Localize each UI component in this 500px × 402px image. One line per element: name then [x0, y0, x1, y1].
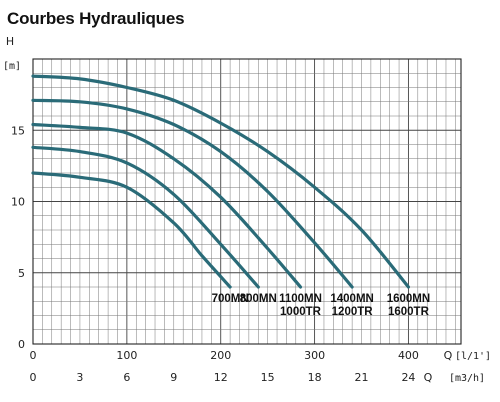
- y-tick-label: 5: [18, 267, 25, 280]
- x-tick-label: 0: [30, 349, 37, 362]
- x2-tick-label: 18: [308, 371, 322, 384]
- curve-series-3: [31, 98, 354, 289]
- x2-tick-label: 0: [30, 371, 37, 384]
- chart-title: Courbes Hydrauliques: [7, 9, 185, 28]
- x2-tick-label: 3: [76, 371, 83, 384]
- x2-axis-label: Q: [424, 371, 433, 384]
- y-tick-label: 10: [11, 196, 25, 209]
- curve-label-2: 1000TR: [280, 306, 322, 318]
- x-tick-label: 100: [116, 349, 137, 362]
- x2-axis-unit: [m3/h]: [449, 373, 485, 384]
- plot-frame: [32, 58, 462, 345]
- curve-label-4: 1600TR: [388, 306, 430, 318]
- y-tick-label: 15: [11, 124, 25, 137]
- y-axis-unit: [m]: [3, 61, 21, 72]
- grid: [33, 59, 461, 344]
- x2-tick-label: 12: [214, 371, 228, 384]
- x-tick-label: 400: [398, 349, 419, 362]
- curve-label-1: 800MN: [240, 293, 277, 305]
- curve-label-3: 1400MN: [330, 293, 373, 305]
- curve-label-3: 1200TR: [332, 306, 374, 318]
- x-axis-unit: [l/1']: [455, 351, 491, 362]
- curve-series-4: [31, 74, 410, 289]
- x2-tick-label: 15: [261, 371, 275, 384]
- y-tick-label: 0: [18, 338, 25, 351]
- x-axis-label: Q: [444, 349, 453, 362]
- curve-label-2: 1100MN: [279, 293, 322, 305]
- x2-tick-label: 24: [401, 371, 415, 384]
- curve-label-0: 700MN: [212, 293, 249, 305]
- curve-series-0: [31, 171, 232, 289]
- x2-tick-label: 6: [123, 371, 130, 384]
- curves: [31, 74, 410, 289]
- plot-border: [32, 58, 462, 345]
- x-tick-label: 200: [210, 349, 231, 362]
- curve-series-2: [31, 122, 303, 289]
- x2-tick-label: 9: [170, 371, 177, 384]
- curve-label-4: 1600MN: [387, 293, 430, 305]
- curve-series-1: [31, 145, 260, 289]
- y-axis-label: H: [6, 35, 14, 48]
- x-tick-label: 300: [304, 349, 325, 362]
- x2-tick-label: 21: [355, 371, 369, 384]
